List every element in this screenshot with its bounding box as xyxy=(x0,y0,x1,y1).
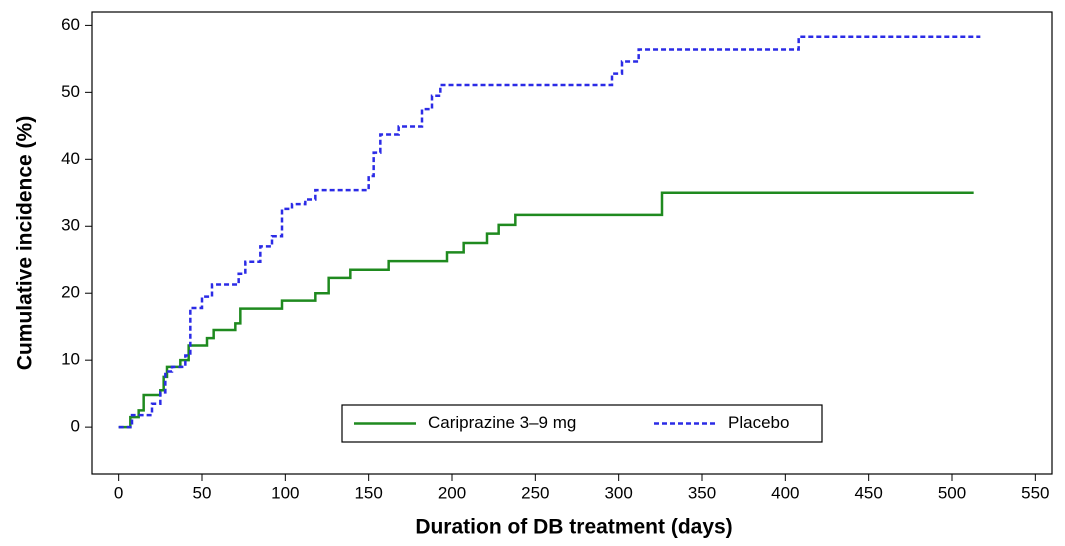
legend-box xyxy=(341,404,823,443)
x-tick-label: 450 xyxy=(854,483,882,502)
x-tick-label: 250 xyxy=(521,483,549,502)
x-tick-label: 550 xyxy=(1021,483,1049,502)
y-tick-label: 30 xyxy=(61,216,80,235)
series-line xyxy=(118,191,974,429)
x-axis-title: Duration of DB treatment (days) xyxy=(415,516,732,539)
y-axis-title: Cumulative incidence (%) xyxy=(14,116,37,370)
x-tick-label: 500 xyxy=(938,483,966,502)
y-tick-label: 60 xyxy=(61,15,80,34)
y-tick-label: 0 xyxy=(71,417,80,436)
x-tick-label: 150 xyxy=(354,483,382,502)
y-tick-label: 50 xyxy=(61,82,80,101)
x-tick-label: 400 xyxy=(771,483,799,502)
x-tick-label: 200 xyxy=(438,483,466,502)
x-tick-label: 0 xyxy=(114,483,123,502)
y-tick-label: 40 xyxy=(61,149,80,168)
legend-label: Cariprazine 3–9 mg xyxy=(428,413,576,432)
legend-label: Placebo xyxy=(728,413,789,432)
y-tick-label: 10 xyxy=(61,350,80,369)
series-line xyxy=(118,35,981,429)
x-tick-label: 300 xyxy=(604,483,632,502)
plot-frame xyxy=(91,11,1053,475)
x-tick-label: 350 xyxy=(688,483,716,502)
x-tick-label: 100 xyxy=(271,483,299,502)
y-tick-label: 20 xyxy=(61,283,80,302)
x-tick-label: 50 xyxy=(193,483,212,502)
